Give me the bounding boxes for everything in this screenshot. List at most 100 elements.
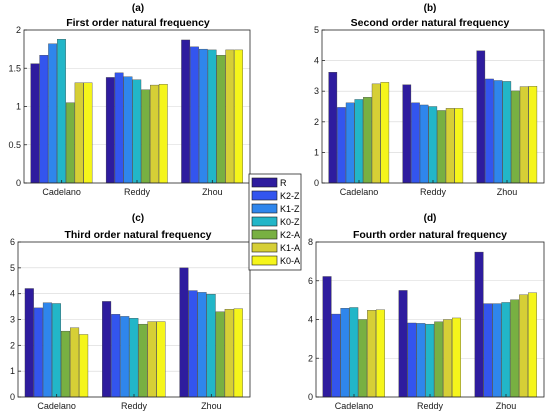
legend-label: K0-A [280, 256, 300, 266]
bar-k2-a [358, 319, 368, 398]
bar-k1-a [224, 308, 234, 398]
y-tick-label: 3 [314, 86, 319, 96]
bar-r [181, 39, 191, 184]
bar-k0-a [380, 82, 390, 184]
bar-k0-z [207, 49, 217, 184]
legend-entry: K2-Z [251, 190, 300, 201]
bar-k2-a [215, 311, 225, 398]
legend-entry: K0-A [251, 255, 300, 266]
y-tick-label: 0 [10, 392, 15, 402]
bar-k2-a [363, 97, 372, 184]
bar-r [179, 267, 189, 398]
legend-swatch [251, 216, 278, 227]
legend-swatch [251, 177, 278, 188]
legend-entry: K1-A [251, 242, 300, 253]
bar-k2-z [188, 290, 198, 398]
legend-swatch [251, 242, 278, 253]
bar-k0-z [354, 99, 364, 184]
bar-k0-a [233, 308, 243, 398]
legend-swatch [251, 255, 278, 266]
y-tick-label: 1 [16, 102, 21, 112]
bar-k1-z [419, 104, 429, 184]
bar-k1-a [225, 49, 235, 184]
x-tick-label: Reddy [124, 187, 151, 197]
bar-k2-z [190, 46, 199, 184]
bar-k2-z [111, 314, 121, 398]
y-tick-label: 2 [16, 25, 21, 35]
y-tick-label: 2 [10, 340, 15, 350]
bar-k2-z [485, 78, 494, 184]
bar-k1-z [198, 48, 208, 184]
bar-r [328, 72, 338, 184]
bar-k2-a [138, 323, 148, 398]
y-tick-label: 4 [314, 56, 319, 66]
bar-k0-z [129, 318, 139, 398]
bar-k0-a [528, 86, 538, 184]
bar-k2-z [39, 55, 49, 184]
bar-k0-z [57, 39, 66, 184]
bar-r [102, 301, 112, 398]
bar-k0-a [376, 309, 385, 398]
x-tick-label: Cadelano [42, 187, 81, 197]
x-tick-label: Reddy [417, 401, 444, 411]
panel-label: (a) [132, 3, 144, 14]
bar-k2-z [337, 107, 346, 184]
y-tick-label: 1.5 [8, 63, 21, 73]
panel-c: (c) Third order natural frequency 0 1 2 3 4 5… [10, 213, 251, 411]
bar-k1-z [197, 292, 207, 398]
bar-k0-a [234, 49, 243, 184]
bar-k0-z [501, 302, 511, 398]
legend-label: K2-Z [280, 191, 300, 201]
legend-label: K1-Z [280, 204, 300, 214]
legend-label: K1-A [280, 243, 300, 253]
legend-entry: K0-Z [251, 216, 300, 227]
y-tick-label: 2 [314, 117, 319, 127]
panel-b: (b) Second order natural frequency 0 1 2 3 4… [314, 3, 545, 197]
y-tick-label: 5 [314, 25, 319, 35]
bar-k0-a [156, 321, 166, 398]
bar-r [105, 77, 115, 184]
bar-r [322, 276, 332, 398]
bar-r [24, 288, 34, 398]
x-tick-label: Zhou [497, 187, 518, 197]
bar-k2-a [434, 321, 444, 398]
y-tick-label: 1 [314, 147, 319, 157]
bar-k1-a [519, 294, 529, 398]
bar-k0-a [528, 292, 537, 398]
bar-k2-a [437, 110, 446, 184]
x-tick-label: Reddy [121, 401, 148, 411]
bar-k0-a [452, 317, 461, 398]
bar-k0-z [502, 81, 512, 184]
bar-k2-z [411, 102, 420, 184]
bar-k0-z [51, 303, 61, 398]
legend-swatch [251, 229, 278, 240]
panel-d: (d) Fourth order natural frequency 0 2 4 6 8… [308, 213, 545, 411]
bar-r [402, 84, 412, 184]
panel-label: (b) [424, 3, 437, 14]
bar-k2-z [114, 72, 124, 184]
legend-swatch [251, 190, 278, 201]
bar-k0-z [206, 294, 216, 398]
bar-k2-z [33, 307, 43, 398]
bar-k1-z [340, 308, 350, 398]
bar-k1-z [123, 76, 133, 184]
bar-k1-z [345, 102, 355, 184]
bar-k0-a [454, 108, 464, 184]
bar-r [476, 50, 486, 184]
bar-k1-z [492, 303, 502, 398]
bar-k1-a [367, 310, 377, 398]
bar-k0-z [132, 79, 142, 184]
bar-k1-z [493, 80, 503, 184]
bar-k1-a [74, 82, 84, 184]
y-tick-label: 0 [314, 178, 319, 188]
bar-k2-a [511, 90, 520, 184]
y-tick-label: 6 [10, 237, 15, 247]
bar-k1-a [519, 86, 529, 184]
legend-entry: R [251, 177, 287, 188]
y-tick-label: 1 [10, 366, 15, 376]
bar-k1-z [48, 43, 58, 184]
legend-label: K0-Z [280, 217, 300, 227]
x-tick-label: Zhou [496, 401, 517, 411]
bar-k2-a [61, 330, 71, 398]
